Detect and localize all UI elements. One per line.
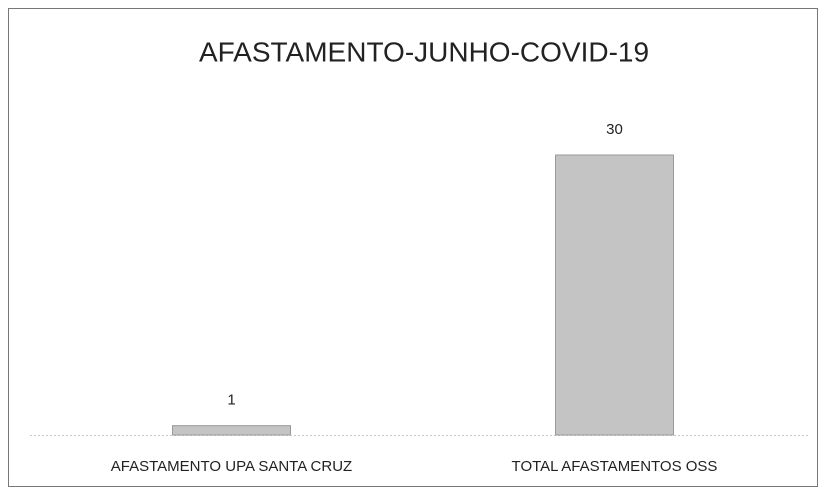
x-tick-label: TOTAL AFASTAMENTOS OSS xyxy=(512,458,718,475)
bar xyxy=(555,154,674,436)
data-label: 1 xyxy=(227,392,235,409)
chart-border xyxy=(8,8,818,487)
data-label: 30 xyxy=(606,121,623,138)
bar xyxy=(172,425,291,436)
chart-title: AFASTAMENTO-JUNHO-COVID-19 xyxy=(199,36,649,67)
x-tick-label: AFASTAMENTO UPA SANTA CRUZ xyxy=(111,458,352,475)
